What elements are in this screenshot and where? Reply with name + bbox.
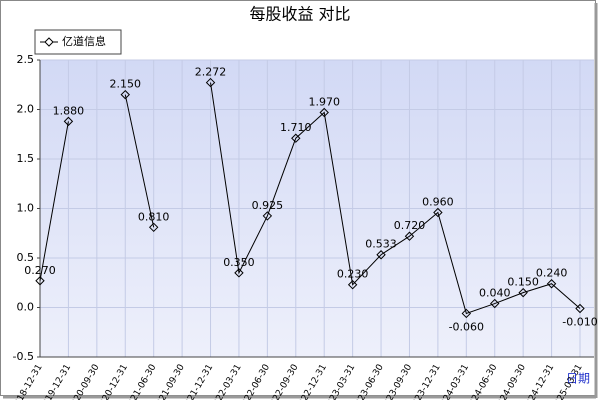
point [490, 298, 500, 309]
point [518, 287, 528, 298]
legend-marker [44, 37, 54, 47]
y-tick-label: -0.5 [13, 350, 34, 363]
chart-title: 每股收益 对比 [249, 5, 350, 24]
value-label: 0.350 [223, 256, 255, 269]
value-label: 2.272 [195, 66, 227, 79]
value-label: -0.010 [562, 315, 597, 328]
point [35, 276, 45, 286]
point [262, 211, 273, 221]
point [546, 279, 557, 289]
y-tick-label: 1.5 [17, 152, 35, 165]
value-label: 1.880 [53, 104, 85, 117]
value-label: 1.970 [308, 95, 340, 108]
value-label: 0.150 [507, 276, 539, 289]
point [319, 107, 329, 118]
point [575, 303, 585, 314]
point [404, 231, 415, 241]
point [376, 250, 386, 260]
value-label: 0.810 [138, 210, 170, 223]
value-label: 1.710 [280, 121, 312, 134]
point [234, 268, 244, 278]
value-label: 0.925 [252, 199, 284, 212]
point [433, 207, 443, 218]
value-label: 0.533 [365, 238, 397, 251]
point [120, 89, 130, 100]
value-label: 0.960 [422, 195, 454, 208]
point [461, 308, 472, 319]
legend-label: 亿道信息 [62, 34, 106, 48]
point [63, 116, 74, 127]
point [347, 280, 358, 290]
y-tick-label: 0.5 [17, 251, 35, 264]
y-tick-label: 0.0 [17, 301, 35, 314]
value-label: 0.040 [479, 287, 511, 300]
y-tick-label: 1.0 [17, 202, 35, 215]
value-label: 2.150 [110, 78, 142, 91]
value-label: 0.230 [337, 268, 369, 281]
point [205, 77, 216, 88]
value-label: 0.270 [24, 264, 56, 277]
value-label: 0.240 [536, 267, 568, 280]
y-tick-label: 2.0 [17, 103, 35, 116]
legend-items: 亿道信息 [40, 34, 106, 48]
point [291, 133, 301, 143]
x-axis-label: 日期 [566, 372, 590, 386]
value-label: -0.060 [449, 320, 484, 333]
point [148, 222, 159, 233]
y-tick-label: 2.5 [17, 53, 35, 66]
value-label: 0.720 [394, 219, 426, 232]
series-line [39, 82, 581, 315]
